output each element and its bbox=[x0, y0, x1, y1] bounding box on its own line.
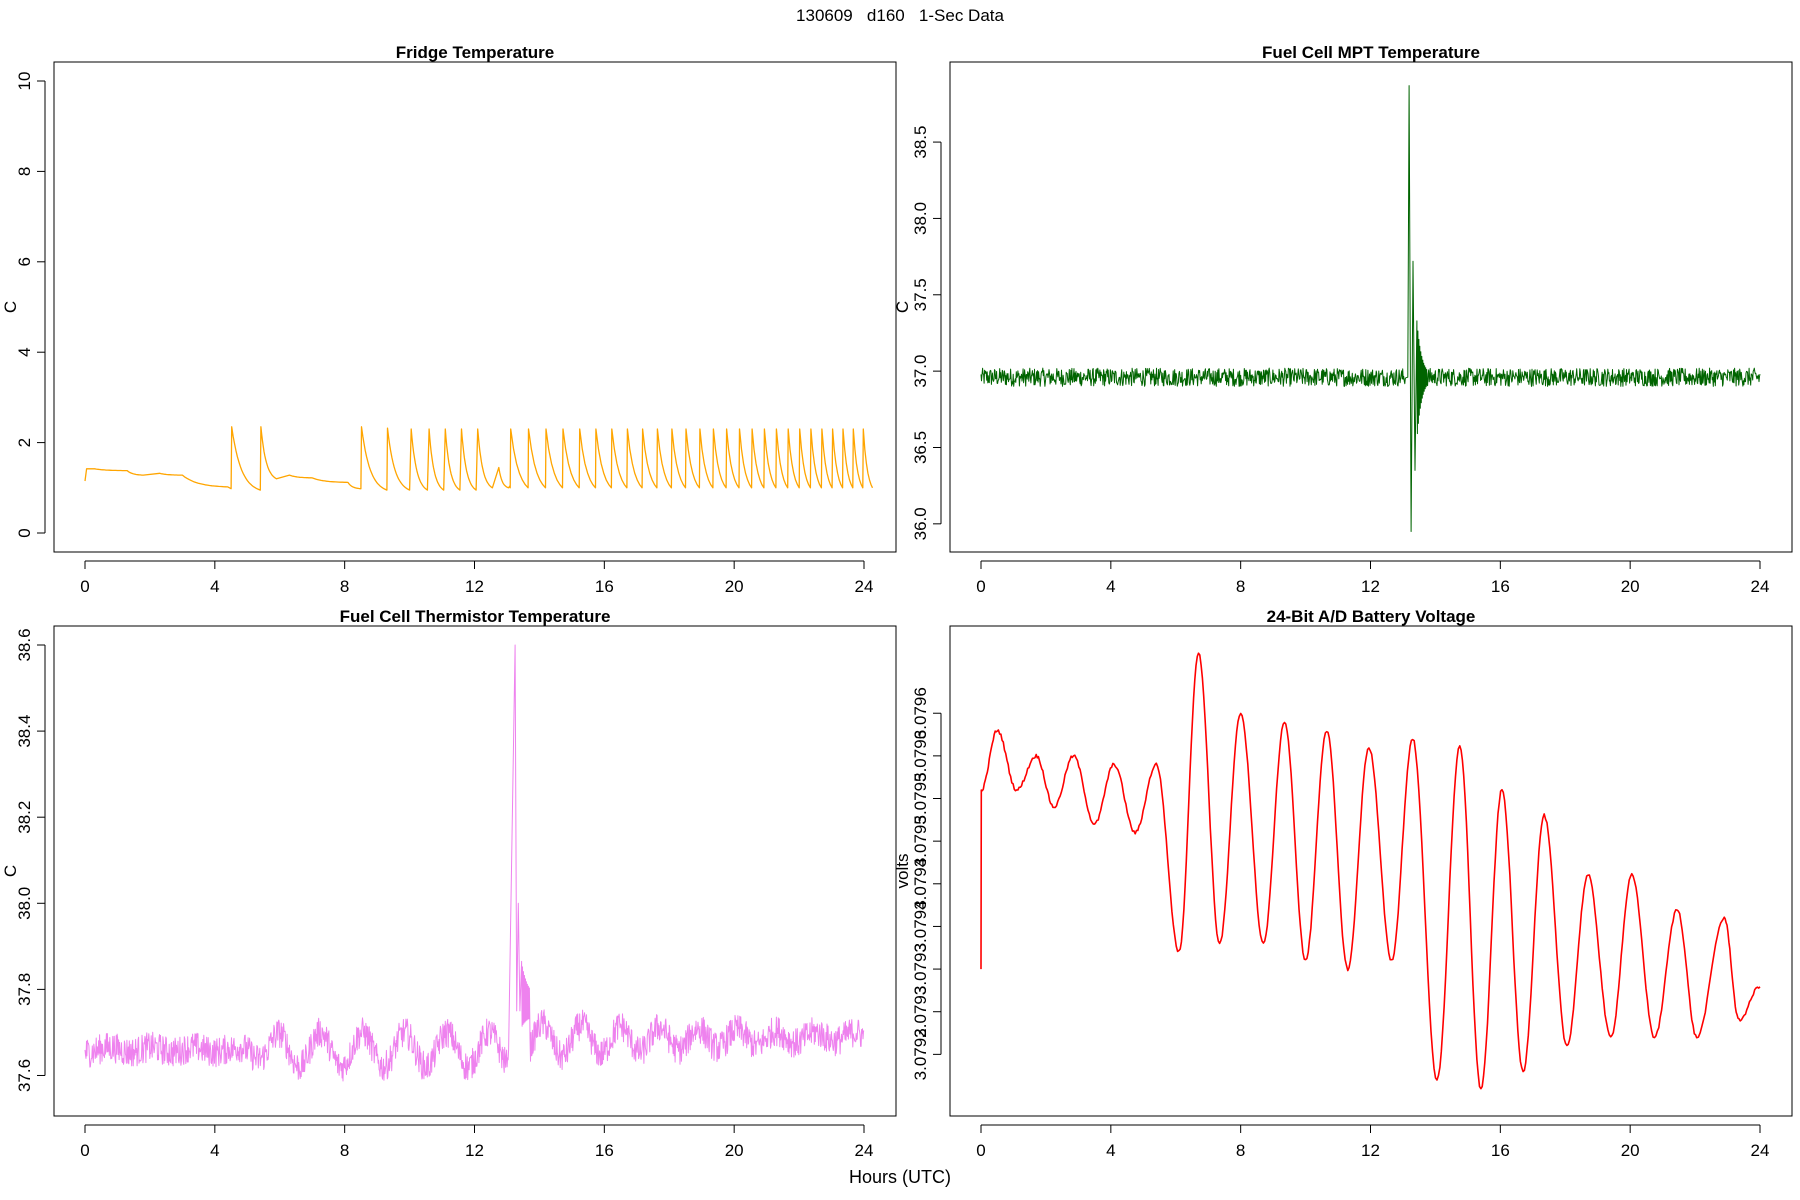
x-tick-label: 0 bbox=[976, 1141, 985, 1160]
y-tick-label: 3.0793 bbox=[911, 943, 930, 995]
x-tick-label: 4 bbox=[1106, 1141, 1115, 1160]
y-tick-label: 38.0 bbox=[911, 202, 930, 235]
figure-title: 130609 d160 1-Sec Data bbox=[796, 6, 1004, 25]
panel-title: 24-Bit A/D Battery Voltage bbox=[1267, 607, 1476, 626]
panel-title: Fridge Temperature bbox=[396, 43, 554, 62]
y-axis: 0 2 4 6 8 10 bbox=[15, 72, 46, 538]
y-tick-label: 3.0796 bbox=[911, 687, 930, 739]
y-axis-label: C bbox=[893, 301, 912, 313]
y-tick-label: 36.0 bbox=[911, 507, 930, 540]
x-axis-label: Hours (UTC) bbox=[849, 1167, 951, 1187]
y-tick-label: 37.6 bbox=[15, 1059, 34, 1092]
x-tick-label: 4 bbox=[1106, 577, 1115, 596]
x-tick-label: 12 bbox=[465, 1141, 484, 1160]
x-axis: 0 4 8 12 16 20 24 bbox=[80, 1124, 874, 1160]
x-tick-label: 24 bbox=[1751, 577, 1770, 596]
y-tick-label: 2 bbox=[15, 438, 34, 447]
panel-3: Fuel Cell Thermistor Temperature 0 4 8 12 16 2… bbox=[1, 607, 897, 1160]
fridge-temperature-line bbox=[84, 426, 874, 491]
y-tick-label: 0 bbox=[15, 528, 34, 537]
x-tick-label: 12 bbox=[1361, 577, 1380, 596]
y-tick-label: 3.0795 bbox=[911, 773, 930, 825]
y-tick-label: 37.5 bbox=[911, 278, 930, 311]
x-tick-label: 8 bbox=[1236, 577, 1245, 596]
x-tick-label: 8 bbox=[340, 577, 349, 596]
y-tick-label: 3.0796 bbox=[911, 730, 930, 782]
y-tick-label: 3.0792 bbox=[911, 1028, 930, 1080]
y-tick-label: 36.5 bbox=[911, 431, 930, 464]
x-tick-label: 4 bbox=[210, 1141, 219, 1160]
plot-frame bbox=[53, 61, 897, 553]
x-tick-label: 24 bbox=[855, 1141, 874, 1160]
y-tick-label: 38.6 bbox=[15, 628, 34, 661]
x-tick-label: 0 bbox=[80, 577, 89, 596]
y-tick-label: 38.0 bbox=[15, 887, 34, 920]
x-tick-label: 8 bbox=[1236, 1141, 1245, 1160]
y-tick-label: 4 bbox=[15, 347, 34, 356]
panel-4: 24-Bit A/D Battery Voltage 0 4 8 12 16 20 24 3.0… bbox=[893, 607, 1793, 1160]
x-tick-label: 0 bbox=[976, 577, 985, 596]
plot-frame bbox=[53, 625, 897, 1117]
y-tick-label: 38.4 bbox=[15, 715, 34, 748]
x-tick-label: 12 bbox=[1361, 1141, 1380, 1160]
panel-2: Fuel Cell MPT Temperature 0 4 8 12 16 20 24 36.0… bbox=[893, 43, 1793, 596]
plot-frame bbox=[949, 61, 1793, 553]
x-tick-label: 16 bbox=[1491, 577, 1510, 596]
y-tick-label: 38.2 bbox=[15, 801, 34, 834]
y-tick-label: 38.5 bbox=[911, 126, 930, 159]
x-tick-label: 24 bbox=[855, 577, 874, 596]
x-axis: 0 4 8 12 16 20 24 bbox=[976, 1124, 1770, 1160]
y-axis: 36.0 36.5 37.0 37.5 38.0 38.5 bbox=[911, 126, 942, 540]
y-tick-label: 10 bbox=[15, 72, 34, 91]
x-tick-label: 0 bbox=[80, 1141, 89, 1160]
x-tick-label: 12 bbox=[465, 577, 484, 596]
y-tick-label: 3.0793 bbox=[911, 986, 930, 1038]
x-axis: 0 4 8 12 16 20 24 bbox=[976, 560, 1770, 596]
y-axis-label: C bbox=[1, 301, 20, 313]
battery-voltage-line bbox=[980, 652, 1761, 1090]
x-tick-label: 20 bbox=[1621, 1141, 1640, 1160]
x-tick-label: 16 bbox=[595, 577, 614, 596]
x-tick-label: 16 bbox=[595, 1141, 614, 1160]
panel-title: Fuel Cell MPT Temperature bbox=[1262, 43, 1480, 62]
y-tick-label: 37.8 bbox=[15, 973, 34, 1006]
panel-title: Fuel Cell Thermistor Temperature bbox=[340, 607, 611, 626]
y-tick-label: 37.0 bbox=[911, 355, 930, 388]
y-tick-label: 6 bbox=[15, 257, 34, 266]
y-tick-label: 3.0794 bbox=[911, 858, 930, 910]
y-tick-label: 3.0795 bbox=[911, 815, 930, 867]
x-tick-label: 4 bbox=[210, 577, 219, 596]
x-tick-label: 20 bbox=[1621, 577, 1640, 596]
x-tick-label: 20 bbox=[725, 577, 744, 596]
y-axis: 3.07923.07933.07933.07943.07943.07953.07… bbox=[911, 687, 942, 1080]
y-axis-label: volts bbox=[893, 854, 912, 889]
mpt-temperature-line bbox=[980, 85, 1761, 532]
y-tick-label: 3.0794 bbox=[911, 900, 930, 952]
y-tick-label: 8 bbox=[15, 167, 34, 176]
y-axis-label: C bbox=[1, 865, 20, 877]
x-tick-label: 16 bbox=[1491, 1141, 1510, 1160]
x-tick-label: 24 bbox=[1751, 1141, 1770, 1160]
x-tick-label: 20 bbox=[725, 1141, 744, 1160]
thermistor-temperature-line bbox=[84, 644, 865, 1082]
plot-frame bbox=[949, 625, 1793, 1117]
y-axis: 37.6 37.8 38.0 38.2 38.4 38.6 bbox=[15, 628, 46, 1092]
x-axis: 0 4 8 12 16 20 24 bbox=[80, 560, 874, 596]
x-tick-label: 8 bbox=[340, 1141, 349, 1160]
